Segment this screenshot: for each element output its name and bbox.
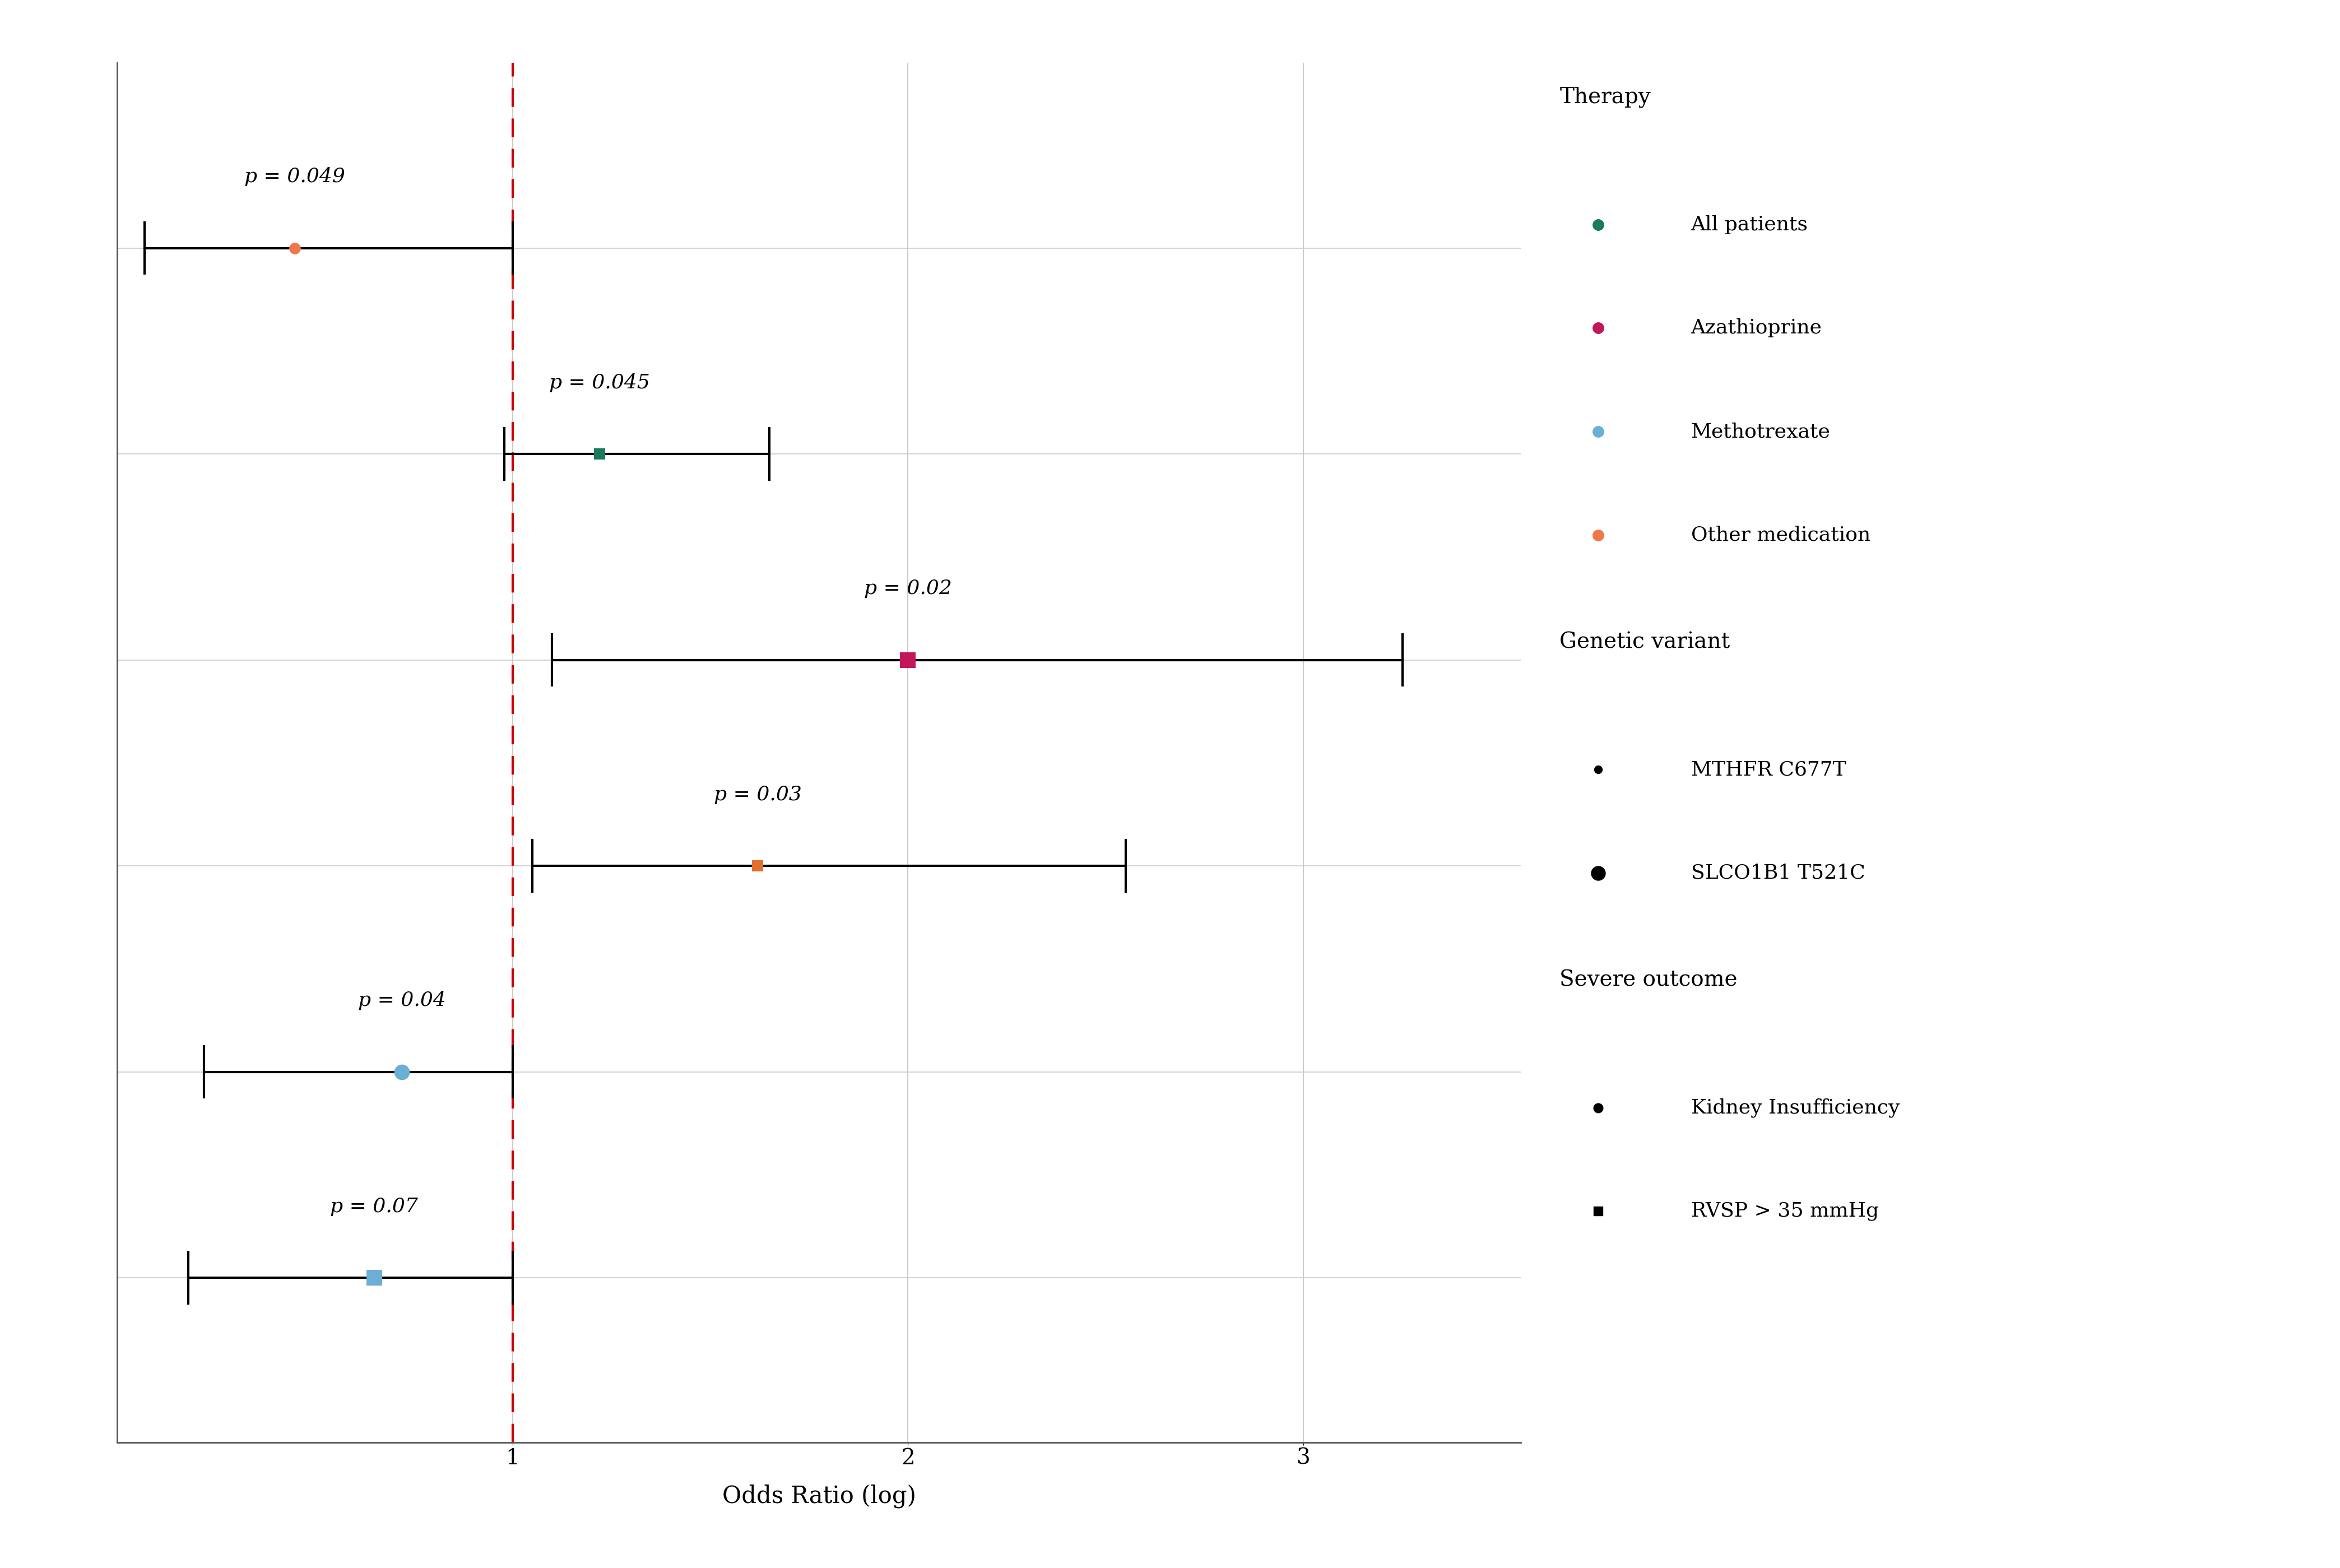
Text: All patients: All patients xyxy=(1692,215,1809,234)
Point xyxy=(356,1265,393,1290)
Text: p = 0.07: p = 0.07 xyxy=(330,1196,419,1217)
Text: RVSP > 35 mmHg: RVSP > 35 mmHg xyxy=(1692,1201,1879,1220)
Text: Methotrexate: Methotrexate xyxy=(1692,422,1830,441)
Text: Therapy: Therapy xyxy=(1558,86,1650,108)
Text: Severe outcome: Severe outcome xyxy=(1558,969,1739,991)
X-axis label: Odds Ratio (log): Odds Ratio (log) xyxy=(723,1485,915,1508)
Point xyxy=(889,648,927,673)
Text: p = 0.045: p = 0.045 xyxy=(550,373,651,392)
Point xyxy=(739,853,777,878)
Point xyxy=(580,442,618,467)
Text: p = 0.04: p = 0.04 xyxy=(358,991,445,1010)
Text: Azathioprine: Azathioprine xyxy=(1692,318,1823,337)
Text: p = 0.049: p = 0.049 xyxy=(246,168,346,187)
Text: p = 0.03: p = 0.03 xyxy=(714,786,803,804)
Point xyxy=(384,1060,421,1085)
Text: MTHFR C677T: MTHFR C677T xyxy=(1692,760,1846,779)
Text: Other medication: Other medication xyxy=(1692,525,1870,544)
Text: Kidney Insufficiency: Kidney Insufficiency xyxy=(1692,1098,1900,1118)
Text: Genetic variant: Genetic variant xyxy=(1558,632,1729,652)
Text: p = 0.02: p = 0.02 xyxy=(863,579,952,597)
Text: SLCO1B1 T521C: SLCO1B1 T521C xyxy=(1692,864,1865,883)
Point xyxy=(276,235,314,260)
